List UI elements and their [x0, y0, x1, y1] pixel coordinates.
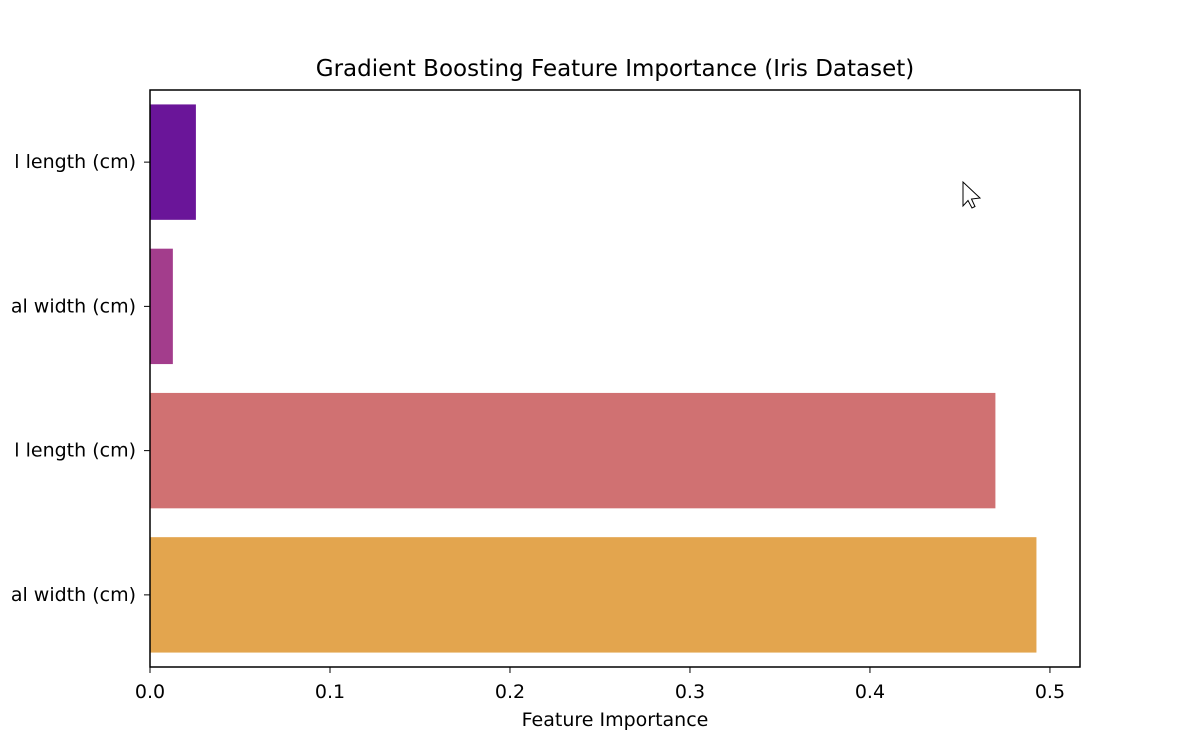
- bar: [150, 392, 996, 509]
- x-axis-label: Feature Importance: [522, 709, 709, 731]
- bar: [150, 104, 196, 220]
- chart-title: Gradient Boosting Feature Importance (Ir…: [316, 56, 915, 82]
- x-tick-label: 0.5: [1035, 681, 1065, 703]
- x-tick-label: 0.2: [495, 681, 525, 703]
- y-tick-label: al width (cm): [11, 584, 136, 606]
- mouse-pointer-icon: [962, 180, 982, 209]
- plot-frame: [149, 89, 1081, 668]
- x-tick-label: 0.4: [855, 681, 885, 703]
- x-tick-label: 0.0: [135, 681, 165, 703]
- x-axis-ticks: 0.0 0.1 0.2 0.3 0.4 0.5: [135, 667, 1065, 703]
- x-tick-label: 0.3: [675, 681, 705, 703]
- y-axis-ticks: l length (cm) al width (cm) l length (cm) a…: [11, 151, 150, 606]
- bars: [150, 104, 1037, 653]
- y-tick-label: l length (cm): [14, 151, 136, 173]
- bar: [150, 248, 173, 365]
- y-tick-label: al width (cm): [11, 295, 136, 317]
- bar: [150, 537, 1037, 653]
- y-tick-label: l length (cm): [14, 440, 136, 462]
- x-tick-label: 0.1: [315, 681, 345, 703]
